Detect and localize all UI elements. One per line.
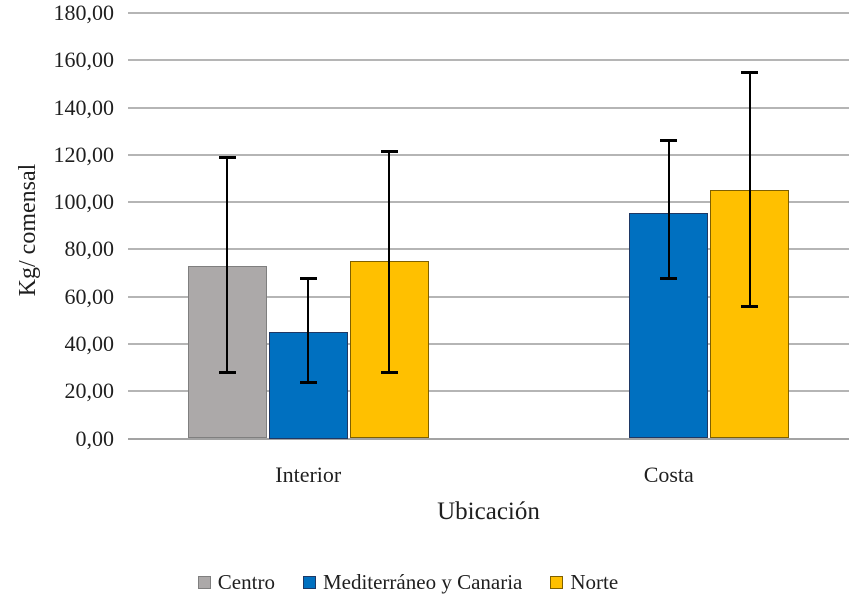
- gridline: [128, 106, 849, 109]
- legend-label: Centro: [217, 570, 275, 594]
- x-axis-line: [128, 438, 849, 440]
- gridline: [128, 295, 849, 298]
- gridline: [128, 248, 849, 251]
- legend-label: Norte: [570, 570, 619, 594]
- error-bar-cap: [380, 149, 398, 153]
- error-bar: [307, 278, 310, 383]
- legend-swatch-icon: [302, 575, 316, 589]
- error-bar-cap: [299, 381, 317, 385]
- y-tick-label: 120,00: [53, 141, 115, 167]
- legend-item: Centro: [197, 569, 275, 595]
- gridline: [128, 390, 849, 393]
- y-tick-label: 60,00: [64, 283, 115, 309]
- error-bar: [748, 72, 751, 307]
- x-category-label: Interior: [275, 462, 342, 487]
- error-bar: [388, 151, 391, 373]
- y-tick-label: 140,00: [53, 94, 115, 120]
- legend-item: Mediterráneo y Canaria: [302, 569, 523, 595]
- y-tick-label: 80,00: [64, 236, 115, 262]
- y-tick-label: 20,00: [64, 378, 115, 404]
- gridline: [128, 153, 849, 156]
- error-bar-cap: [218, 155, 236, 159]
- legend-swatch-icon: [550, 575, 564, 589]
- x-axis-title: Ubicación: [437, 498, 540, 525]
- error-bar-cap: [660, 139, 678, 143]
- error-bar-cap: [218, 370, 236, 374]
- error-bar-cap: [741, 304, 759, 308]
- legend-label: Mediterráneo y Canaria: [322, 570, 523, 594]
- error-bar: [226, 157, 229, 373]
- gridline: [128, 201, 849, 204]
- legend: Centro Mediterráneo y Canaria Norte: [0, 569, 816, 595]
- legend-swatch-icon: [197, 575, 211, 589]
- gridline: [128, 342, 849, 345]
- error-bar-cap: [741, 70, 759, 74]
- x-category-label: Costa: [643, 462, 694, 487]
- gridline: [128, 59, 849, 62]
- y-tick-label: 0,00: [75, 425, 115, 451]
- y-tick-label: 160,00: [53, 47, 115, 73]
- error-bar-cap: [299, 277, 317, 281]
- error-bar: [667, 140, 670, 279]
- y-tick-label: 180,00: [53, 0, 115, 25]
- error-bar-cap: [380, 370, 398, 374]
- gridline: [128, 12, 849, 14]
- error-bar-cap: [660, 277, 678, 281]
- y-tick-label: 100,00: [53, 189, 115, 215]
- legend-item: Norte: [550, 569, 618, 595]
- y-tick-label: 40,00: [64, 330, 115, 356]
